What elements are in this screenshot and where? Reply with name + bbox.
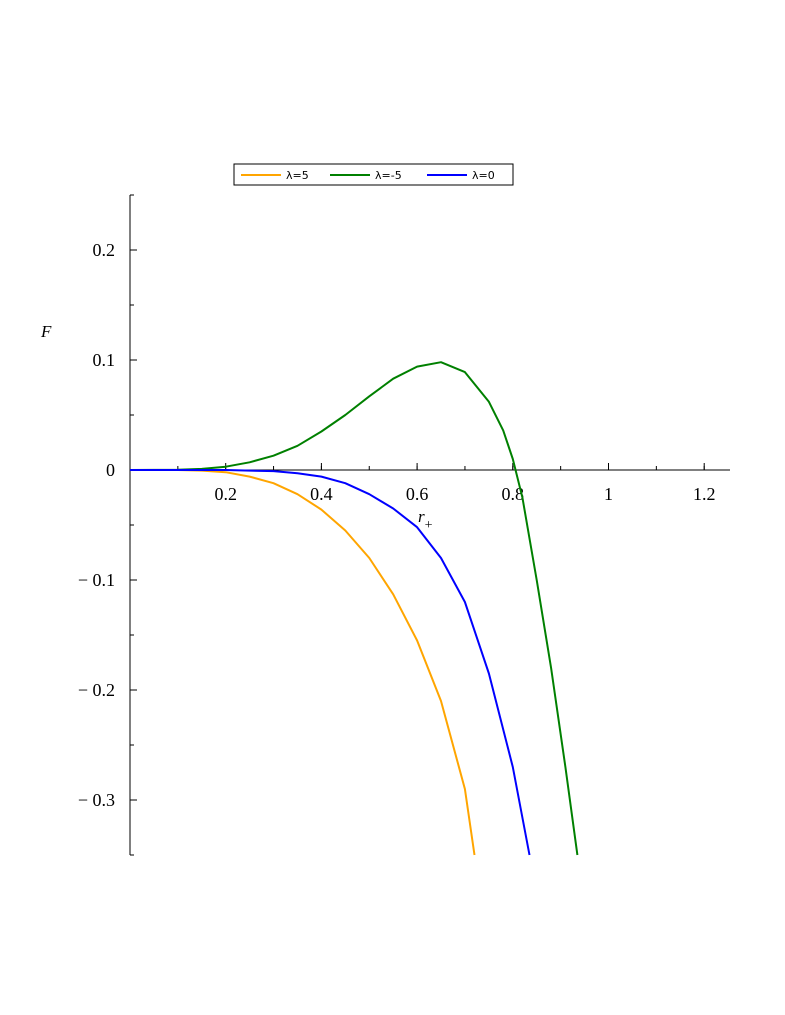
x-tick-label: 0.8 (502, 484, 525, 504)
x-axis-label-main: r (418, 507, 425, 526)
series-line-1 (129, 361, 579, 856)
series-group (129, 361, 579, 856)
y-axis-label: F (40, 322, 52, 341)
y-tick-label: − 0.3 (78, 790, 115, 810)
y-ticks: 0.2 0.1 0 − 0.1 − 0.2 − 0.3 (78, 194, 137, 856)
x-tick-label: 0.6 (406, 484, 429, 504)
y-tick-label: 0.1 (93, 350, 116, 370)
legend-label: λ=5 (286, 169, 309, 182)
y-tick-label: − 0.1 (78, 570, 115, 590)
legend-box (233, 163, 514, 186)
series-line-0 (130, 469, 476, 856)
x-tick-label: 0.2 (214, 484, 237, 504)
y-tick-label: 0.2 (93, 240, 116, 260)
legend-label: λ=-5 (375, 169, 402, 182)
y-tick-label: 0 (106, 460, 115, 480)
x-tick-label: 0.4 (310, 484, 333, 504)
x-axis-label: r+ (418, 507, 433, 533)
legend-label: λ=0 (472, 169, 495, 182)
y-tick-label: − 0.2 (78, 680, 115, 700)
x-tick-label: 1 (604, 484, 613, 504)
x-ticks: 0.2 0.4 0.6 0.8 1 1.2 (177, 463, 716, 504)
axes: 0.2 0.4 0.6 0.8 1 1.2 0.2 0.1 0 − 0.1 − 0.2 − 0.3 (78, 194, 730, 856)
x-axis-label-subscript: + (425, 518, 433, 533)
series-line-2 (130, 469, 531, 856)
legend: λ=5 λ=-5 λ=0 (233, 163, 514, 186)
x-tick-label: 1.2 (693, 484, 716, 504)
